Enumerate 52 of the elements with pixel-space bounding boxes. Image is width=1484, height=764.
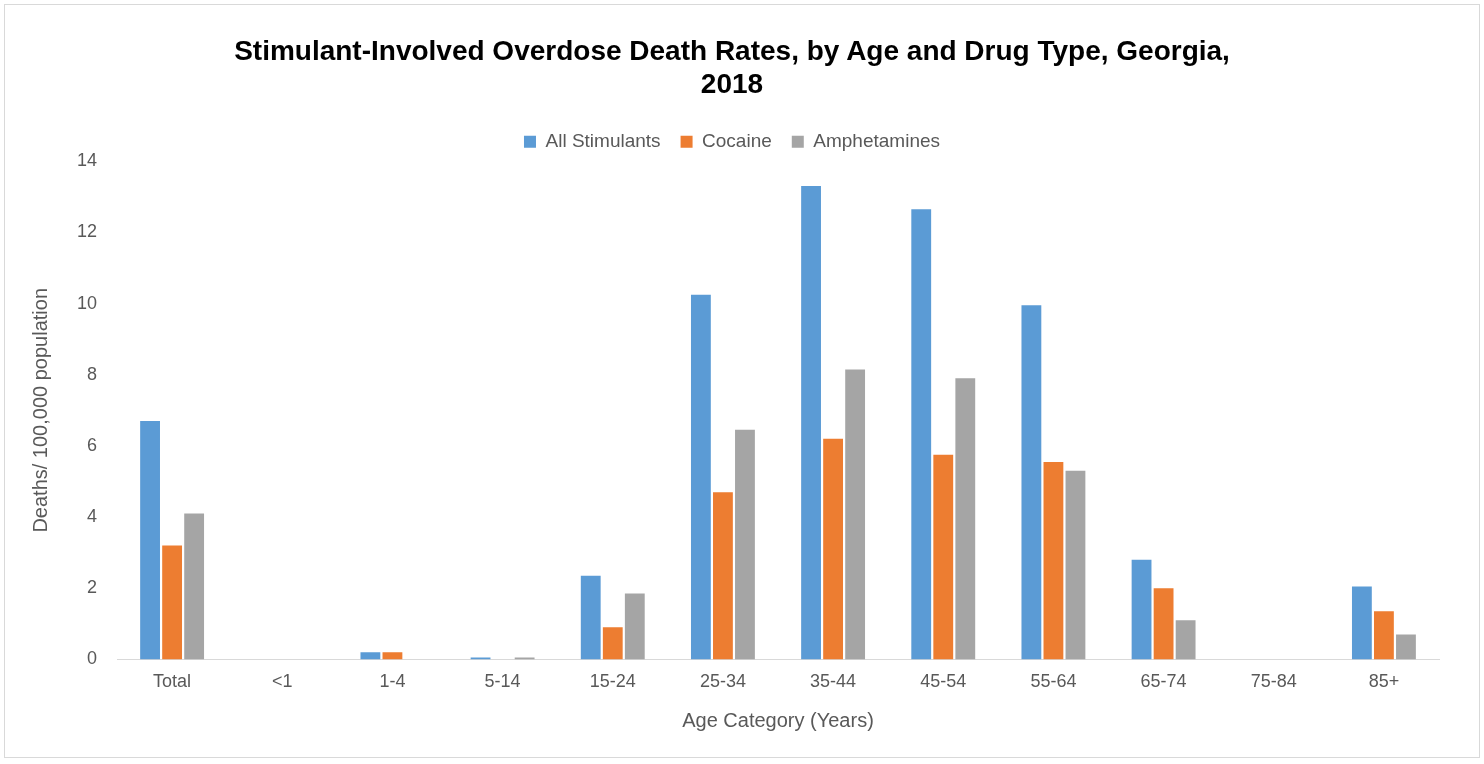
x-axis-title: Age Category (Years)	[682, 708, 874, 731]
x-tick-label: 45-54	[920, 671, 967, 692]
bar	[1374, 611, 1394, 660]
legend-label: Cocaine	[702, 129, 772, 151]
x-tick-label: <1	[272, 671, 293, 692]
x-tick-label: 5-14	[484, 671, 521, 692]
y-tick-label: 6	[87, 434, 98, 455]
x-tick-label: Total	[153, 671, 192, 692]
bar	[801, 186, 821, 660]
bar	[1021, 305, 1042, 660]
bar	[624, 593, 645, 660]
x-tick-label: 15-24	[589, 671, 636, 692]
y-tick-label: 10	[76, 292, 98, 313]
legend-label: All Stimulants	[545, 129, 661, 151]
y-axis-title: Deaths/ 100,000 population	[28, 287, 51, 533]
bar	[382, 652, 403, 660]
bar	[713, 492, 733, 660]
x-tick-label: 85+	[1368, 671, 1400, 692]
bar	[1065, 470, 1086, 660]
legend-label: Amphetamines	[813, 129, 941, 151]
bar	[602, 627, 623, 660]
x-tick-label: 65-74	[1140, 671, 1187, 692]
bar	[845, 369, 866, 660]
bar	[140, 420, 160, 660]
bar	[911, 209, 932, 660]
x-tick-label: 35-44	[810, 671, 857, 692]
bar	[690, 294, 711, 660]
bar	[580, 575, 601, 660]
y-tick-label: 2	[87, 577, 98, 598]
y-tick-label: 0	[87, 648, 98, 669]
bar	[1043, 461, 1064, 660]
bar	[1396, 634, 1416, 660]
x-tick-label: 55-64	[1030, 671, 1077, 692]
bar	[823, 438, 844, 660]
y-tick-label: 14	[76, 150, 98, 171]
bar	[955, 378, 976, 660]
y-tick-label: 12	[76, 221, 98, 242]
bar	[1131, 559, 1152, 660]
bar	[1153, 588, 1174, 660]
x-tick-label: 25-34	[699, 671, 746, 692]
bar	[162, 545, 183, 660]
y-tick-label: 8	[87, 363, 98, 384]
chart-title: Stimulant-Involved Overdose Death Rates, by Age and Drug Type, Georgia, 2018	[234, 34, 1230, 100]
bar	[933, 454, 954, 660]
x-tick-label: 1-4	[379, 671, 406, 692]
x-tick-label: 75-84	[1250, 671, 1297, 692]
bar	[1175, 620, 1196, 660]
bar	[184, 513, 205, 660]
bar	[1351, 586, 1372, 660]
bar	[360, 652, 381, 660]
y-tick-label: 4	[87, 506, 98, 527]
bar	[735, 429, 755, 660]
